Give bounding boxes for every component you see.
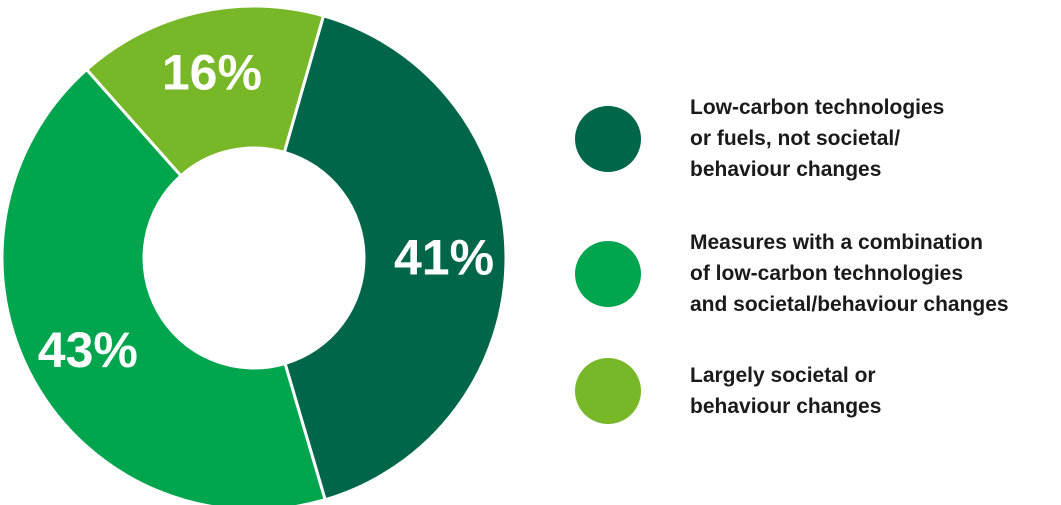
slice-combination (0, 67, 328, 505)
donut-slices (0, 4, 508, 505)
slice-societal (84, 4, 326, 178)
slice-label-combination: 43% (38, 322, 138, 378)
slice-labels: 41% 43% 16% (38, 45, 494, 378)
slice-label-low-carbon: 41% (394, 229, 494, 285)
slice-label-societal: 16% (162, 45, 262, 101)
slice-low-carbon (282, 13, 508, 502)
